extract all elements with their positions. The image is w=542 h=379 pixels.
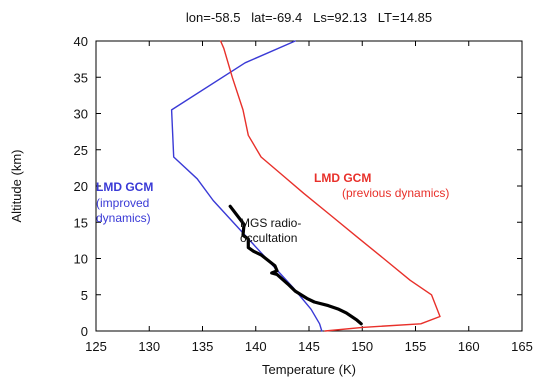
x-tick-label-8: 165 bbox=[511, 339, 533, 354]
annotation-improved-title: LMD GCM bbox=[96, 180, 153, 194]
y-tick-label-6: 30 bbox=[74, 107, 88, 122]
annotation-mgs-line-2: occultation bbox=[240, 231, 297, 245]
annotation-improved-subtitle-line-1: (improved bbox=[96, 196, 149, 210]
y-tick-label-5: 25 bbox=[74, 143, 88, 158]
series-line-previous-dynamics bbox=[219, 40, 441, 332]
x-tick-label-3: 140 bbox=[245, 339, 267, 354]
y-tick-label-4: 20 bbox=[74, 179, 88, 194]
series-line-mgs-radio-occultation bbox=[228, 204, 363, 326]
y-tick-label-0: 0 bbox=[81, 324, 88, 339]
x-tick-label-7: 160 bbox=[458, 339, 480, 354]
x-tick-label-4: 145 bbox=[298, 339, 320, 354]
y-axis-title: Altitude (km) bbox=[9, 150, 24, 223]
y-tick-label-7: 35 bbox=[74, 70, 88, 85]
x-tick-label-0: 125 bbox=[85, 339, 107, 354]
x-tick-label-6: 155 bbox=[405, 339, 427, 354]
series-line-improved-dynamics bbox=[170, 40, 323, 332]
x-axis-title: Temperature (K) bbox=[262, 362, 356, 377]
x-tick-label-2: 135 bbox=[192, 339, 214, 354]
y-tick-label-3: 15 bbox=[74, 215, 88, 230]
annotation-improved-subtitle-line-2: dynamics) bbox=[96, 211, 151, 225]
annotation-mgs-line-1: MGS radio- bbox=[240, 216, 301, 230]
y-tick-label-2: 10 bbox=[74, 252, 88, 267]
plot-frame bbox=[95, 40, 523, 332]
annotation-previous-subtitle: (previous dynamics) bbox=[342, 186, 449, 200]
chart-title: lon=-58.5 lat=-69.4 Ls=92.13 LT=14.85 bbox=[186, 10, 432, 25]
x-tick-label-1: 130 bbox=[138, 339, 160, 354]
y-tick-label-1: 5 bbox=[81, 288, 88, 303]
annotation-previous-title: LMD GCM bbox=[314, 171, 371, 185]
y-tick-label-8: 40 bbox=[74, 34, 88, 49]
x-tick-label-5: 150 bbox=[351, 339, 373, 354]
plot-area: 125 130 135 140 145 150 155 160 165 0 5 10 15 20 25 30 3… bbox=[74, 34, 533, 354]
